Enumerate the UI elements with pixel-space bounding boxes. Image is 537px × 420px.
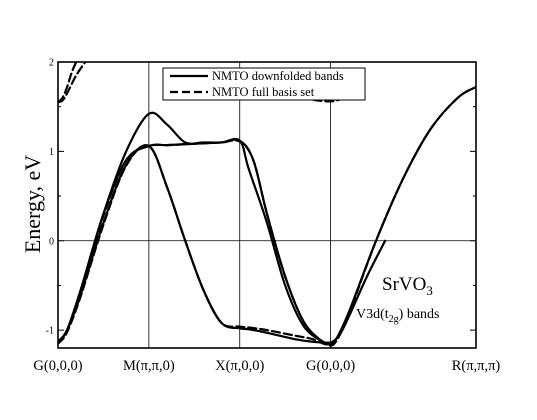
- legend-box: [162, 67, 366, 101]
- y-tick-label: 1: [49, 147, 54, 158]
- y-tick-label: 0: [49, 236, 54, 247]
- x-tick-label: G(0,0,0): [33, 358, 82, 374]
- tick-layer: G(0,0,0) M(π,π,0) X(π,0,0) G(0,0,0) R(π,π,π)…: [33, 58, 500, 375]
- y-tick-label: -1: [46, 326, 54, 337]
- dashed-band-line-6: [58, 62, 78, 104]
- x-tick-label: X(π,0,0): [215, 358, 264, 374]
- x-tick-label: M(π,π,0): [123, 358, 175, 374]
- dashed-band-line-4: [58, 139, 332, 346]
- plot-frame: [57, 61, 477, 349]
- legend: NMTO downfolded bands NMTO full basis se…: [162, 67, 366, 101]
- legend-entry-solid: NMTO downfolded bands: [212, 69, 344, 83]
- legend-entry-dashed: NMTO full basis set: [212, 85, 315, 99]
- series-layer: [58, 62, 476, 347]
- compound-label: SrVO3: [382, 274, 433, 298]
- x-tick-label: R(π,π,π): [452, 358, 501, 374]
- dashed-band-line-3: [58, 85, 476, 347]
- bands-label: V3d(t2g) bands: [356, 307, 440, 325]
- x-tick-label: G(0,0,0): [306, 358, 355, 374]
- solid-band-line-1: [58, 111, 387, 345]
- y-tick-label: 2: [49, 58, 54, 69]
- grid-layer: [58, 62, 476, 348]
- y-axis-label: Energy, eV: [20, 155, 45, 253]
- compound-annotation: SrVO3 V3d(t2g) bands: [356, 274, 440, 325]
- dashed-band-line-5: [58, 62, 87, 104]
